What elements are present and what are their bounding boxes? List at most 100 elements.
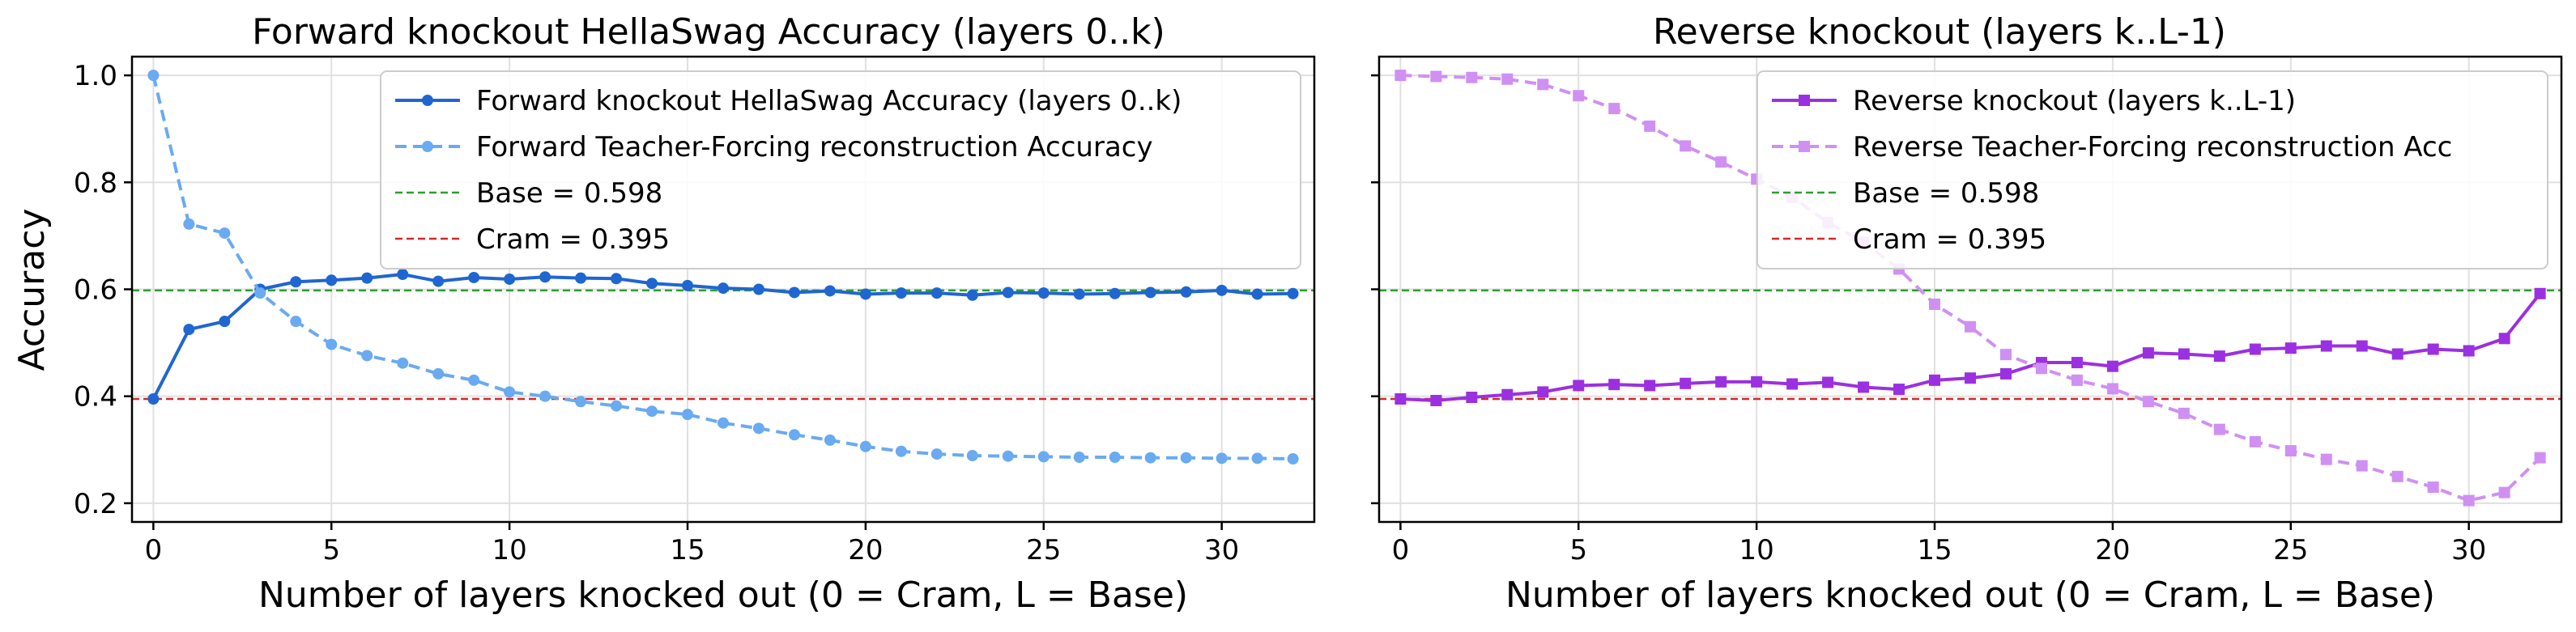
left-series-reconstruction-point	[468, 374, 480, 386]
left-series-accuracy-point	[1037, 287, 1050, 299]
left-series-reconstruction-point	[1002, 450, 1014, 462]
left-series-reconstruction-point	[1251, 452, 1263, 464]
left-series-reconstruction-point	[361, 350, 373, 362]
left-series-accuracy-point	[682, 279, 694, 291]
left-series-accuracy-point	[966, 289, 978, 301]
right-series-reconstruction-point	[2213, 423, 2225, 435]
left-series-accuracy-point	[539, 271, 551, 283]
right-series-reconstruction-point	[2427, 481, 2439, 494]
left-series-reconstruction-point	[290, 316, 302, 328]
right-series-accuracy-point	[1715, 375, 1727, 388]
right-series-accuracy-point	[1430, 394, 1442, 406]
right-series-accuracy-point	[2142, 347, 2154, 359]
left-series-reconstruction-point	[1144, 452, 1156, 464]
left-series-accuracy-point	[1002, 286, 1014, 299]
right-legend-entry-3-label: Base = 0.598	[1853, 177, 2039, 210]
left-series-reconstruction-point	[1287, 453, 1299, 465]
left-series-accuracy-point	[183, 324, 195, 336]
left-x-tick-label: 15	[670, 534, 705, 566]
right-series-reconstruction-point	[1573, 90, 1585, 102]
right-series-reconstruction-point	[1644, 120, 1656, 132]
left-series-accuracy-point	[361, 272, 373, 284]
right-x-tick-label: 10	[1739, 534, 1774, 566]
left-x-tick-label: 25	[1026, 534, 1061, 566]
right-series-reconstruction-point	[2356, 460, 2368, 472]
left-series-reconstruction-point	[504, 386, 516, 398]
right-series-accuracy-point	[2498, 333, 2510, 345]
right-series-reconstruction-point	[2320, 453, 2332, 465]
right-series-reconstruction-point	[1608, 103, 1620, 115]
right-series-accuracy-point	[1466, 392, 1478, 404]
right-series-accuracy-point	[2391, 348, 2404, 360]
left-legend-entry-4-label: Cram = 0.395	[476, 223, 670, 256]
left-series-reconstruction-point	[682, 409, 694, 421]
left-y-ticks: 0.2 0.4 0.6 0.8 1.0	[74, 60, 132, 520]
right-x-tick-label: 25	[2273, 534, 2308, 566]
right-series-accuracy-point	[2463, 345, 2475, 357]
left-series-accuracy-point	[752, 283, 764, 295]
left-series-accuracy-point	[859, 288, 871, 300]
right-series-accuracy-point	[2356, 340, 2368, 352]
right-x-tick-label: 30	[2451, 534, 2486, 566]
left-series-accuracy-point	[326, 274, 338, 286]
left-series-accuracy-point	[219, 316, 231, 328]
right-series	[1394, 70, 2546, 507]
left-series-accuracy-point	[1287, 287, 1299, 299]
right-series-accuracy-point	[1822, 376, 1834, 388]
left-series-reconstruction-point	[611, 400, 623, 412]
right-series-reconstruction-point	[2284, 445, 2297, 457]
left-series-accuracy-point	[788, 286, 800, 299]
right-x-axis-label: Number of layers knocked out (0 = Cram, …	[1505, 575, 2435, 616]
right-series-accuracy-point	[1786, 378, 1799, 390]
right-series-accuracy-point	[1929, 374, 1941, 386]
left-x-tick-label: 0	[145, 534, 163, 566]
right-series-reconstruction-point	[1466, 71, 1478, 83]
right-series-accuracy-point	[1608, 379, 1620, 391]
right-x-tick-label: 0	[1392, 534, 1410, 566]
right-legend-entry-1-label: Reverse knockout (layers k..L-1)	[1853, 85, 2296, 117]
left-panel: Forward knockout HellaSwag Accuracy (lay…	[11, 11, 1316, 616]
left-series-accuracy-point	[147, 392, 160, 405]
right-series-accuracy-point	[1680, 377, 1692, 389]
right-series-accuracy-point	[1965, 372, 1976, 384]
left-series-reconstruction-point	[930, 448, 943, 460]
left-series-accuracy-point	[1073, 288, 1085, 300]
left-chart-title: Forward knockout HellaSwag Accuracy (lay…	[252, 11, 1165, 53]
left-reference-lines	[132, 289, 1314, 401]
right-legend-box	[1756, 70, 2548, 269]
right-series-reconstruction-point	[1715, 156, 1727, 168]
left-series-reconstruction-line	[151, 74, 1293, 461]
right-panel: Reverse knockout (layers k..L-1) 0 5 10 15 2…	[1371, 11, 2563, 616]
right-series-reconstruction-point	[2035, 363, 2047, 375]
left-series-accuracy-point	[290, 276, 302, 288]
right-series-reconstruction-point	[2391, 470, 2404, 482]
right-series-accuracy-point	[1501, 388, 1514, 401]
left-series-accuracy-point	[824, 285, 836, 297]
left-legend-entry-1-marker	[422, 95, 433, 106]
right-legend-entry-2-label: Reverse Teacher-Forcing reconstruction A…	[1853, 131, 2452, 163]
right-series-reconstruction-point	[1929, 299, 1941, 311]
left-series-reconstruction-point	[147, 70, 160, 82]
right-reference-lines	[1379, 289, 2561, 401]
right-legend-entry-4-label: Cram = 0.395	[1853, 223, 2046, 256]
right-series-accuracy-point	[1858, 381, 1870, 393]
left-series-accuracy-point	[646, 278, 658, 290]
right-series-reconstruction-point	[1965, 320, 1976, 333]
left-series-reconstruction-point	[1073, 452, 1085, 464]
right-series-accuracy-point	[2249, 343, 2261, 355]
left-series-accuracy-point	[611, 273, 623, 285]
left-series-reconstruction-point	[254, 287, 266, 299]
left-series-accuracy-point	[432, 275, 445, 287]
left-series-accuracy-point	[895, 287, 907, 299]
right-series-accuracy-point	[2106, 360, 2118, 372]
left-x-tick-label: 10	[492, 534, 527, 566]
left-y-tick-label: 0.2	[74, 488, 117, 520]
right-series-accuracy-point	[2320, 340, 2332, 352]
right-series-reconstruction-point	[2178, 407, 2190, 419]
right-series-accuracy-point	[1893, 384, 1905, 396]
left-series-accuracy-point	[930, 287, 943, 299]
right-series-accuracy-point	[1573, 380, 1585, 392]
right-x-tick-label: 15	[1917, 534, 1952, 566]
left-series-reconstruction-point	[575, 396, 587, 408]
left-series-accuracy-point	[397, 268, 409, 280]
